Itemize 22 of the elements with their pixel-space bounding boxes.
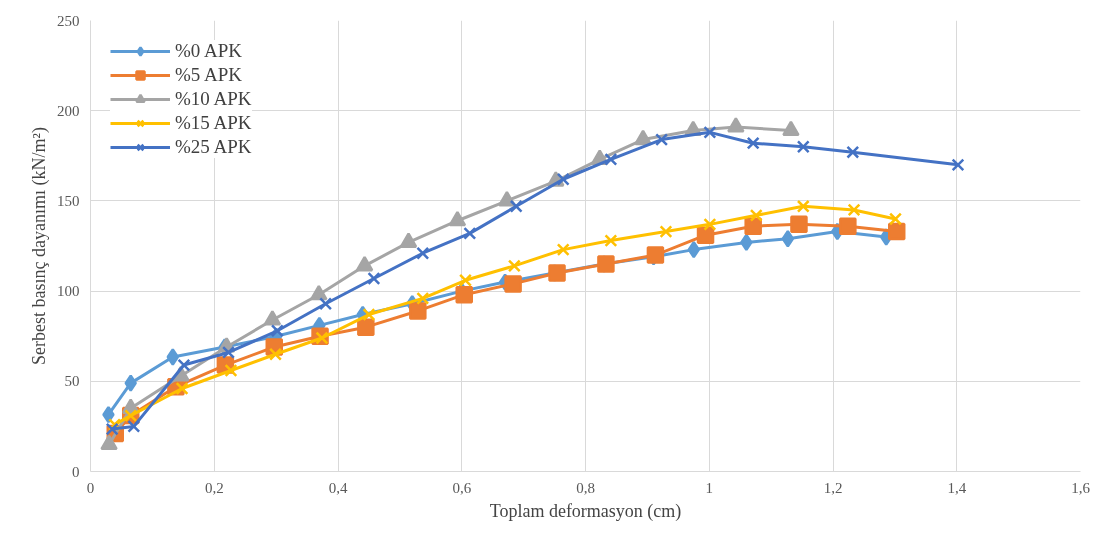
- legend-label: %25 APK: [175, 136, 252, 158]
- legend-label: %5 APK: [175, 64, 243, 86]
- y-axis-title: Serbest basınç dayanımı (kN/m²): [29, 127, 50, 365]
- legend-label: %0 APK: [175, 40, 243, 62]
- y-tick-label: 200: [57, 102, 80, 119]
- legend-label: %10 APK: [175, 88, 252, 110]
- y-tick-label: 0: [72, 463, 80, 480]
- x-tick-label: 1,4: [947, 479, 967, 496]
- legend-label: %15 APK: [175, 112, 252, 134]
- x-tick-label: 0,6: [452, 479, 472, 496]
- y-tick-label: 50: [64, 373, 80, 390]
- x-tick-label: 1,6: [1071, 479, 1091, 496]
- x-tick-label: 1: [705, 479, 713, 496]
- y-tick-label: 250: [57, 12, 80, 29]
- x-tick-label: 0,2: [204, 479, 224, 496]
- x-tick-label: 0,4: [328, 479, 348, 496]
- x-tick-label: 0,8: [576, 479, 595, 496]
- y-tick-label: 150: [57, 192, 80, 209]
- x-tick-label: 1,2: [823, 479, 843, 496]
- x-tick-label: 0: [86, 479, 95, 496]
- y-tick-label: 100: [57, 283, 80, 300]
- x-axis-title: Toplam deformasyon (cm): [489, 500, 682, 522]
